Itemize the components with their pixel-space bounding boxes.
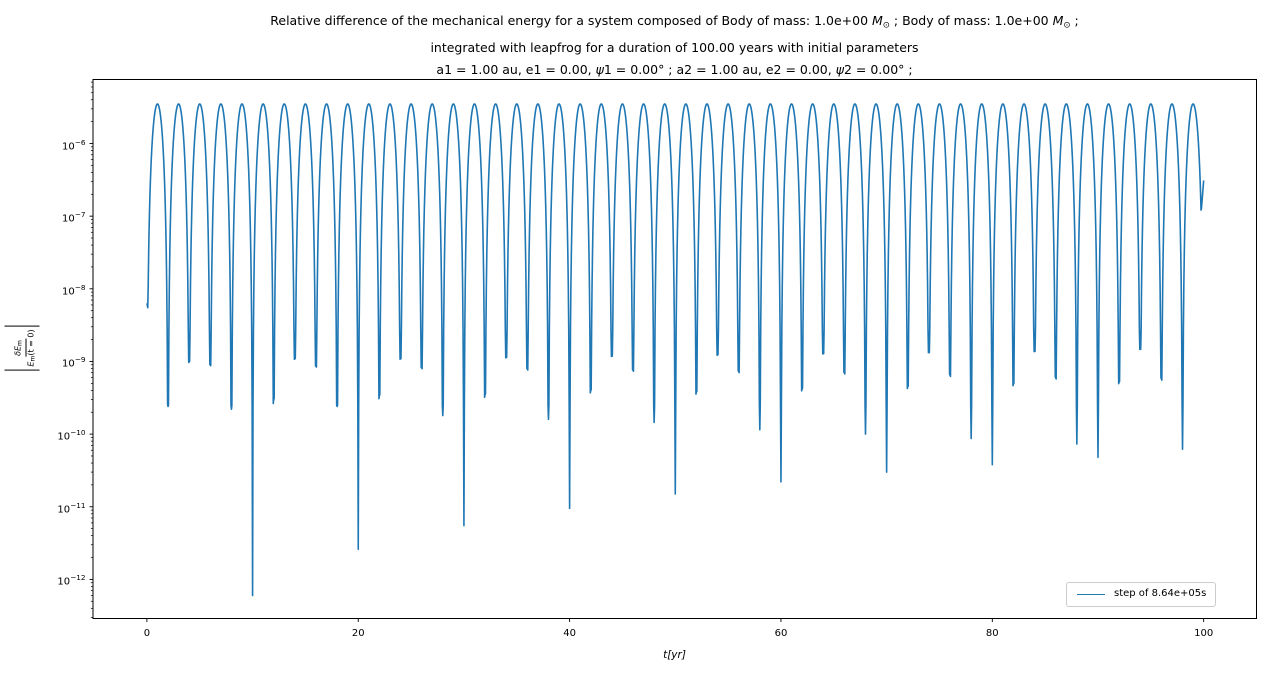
y-tick-label: 10−9 <box>62 355 86 370</box>
y-tick-label: 10−12 <box>57 573 86 588</box>
mass-symbol: M <box>1052 13 1064 28</box>
legend-label: step of 8.64e+05s <box>1114 588 1207 599</box>
subscript-m: m <box>29 355 37 362</box>
ylabel-numerator: δEm <box>13 339 27 357</box>
title-text: 2 = 0.00° ; <box>843 62 913 78</box>
legend: step of 8.64e+05s <box>1066 582 1217 607</box>
x-tick-label: 40 <box>563 628 576 639</box>
y-tick-label: 10−6 <box>62 137 86 152</box>
chart-title-line-3: a1 = 1.00 au, e1 = 0.00, ψ1 = 0.00° ; a2… <box>93 59 1256 81</box>
x-axis-label: t[yr] <box>663 649 686 661</box>
x-tick-label: 100 <box>1194 628 1214 639</box>
energy-curve <box>146 103 1205 597</box>
x-tick-label: 20 <box>351 628 365 639</box>
subscript-m: m <box>16 340 24 346</box>
ylabel-denominator: Em(t = 0) <box>27 329 39 366</box>
y-tick-label: 10−10 <box>57 428 86 443</box>
psi-symbol: ψ <box>595 62 604 78</box>
axes-frame <box>92 79 1257 619</box>
x-tick-label: 80 <box>985 628 999 639</box>
absolute-value-bars: δEm Em(t = 0) <box>4 325 40 371</box>
y-tick-label: 10−8 <box>62 282 86 298</box>
y-tick-label: 10−7 <box>62 210 86 225</box>
y-axis-label: δEm Em(t = 0) <box>4 325 40 371</box>
mass-symbol: M <box>872 13 883 28</box>
x-tick-label: 0 <box>143 628 151 639</box>
delta-E: δE <box>13 345 23 356</box>
E: E <box>26 361 36 367</box>
x-tick-label: 60 <box>774 628 788 639</box>
chart-title-line-1: Relative difference of the mechanical en… <box>93 10 1256 37</box>
ylabel-fraction: δEm Em(t = 0) <box>13 329 39 367</box>
legend-line-swatch <box>1077 593 1105 595</box>
title-text: ; Body of mass: 1.0e+00 <box>889 13 1053 28</box>
title-text: Relative difference of the mechanical en… <box>270 13 872 28</box>
title-text: ; <box>1070 13 1079 28</box>
sun-symbol: ⊙ <box>1063 20 1071 31</box>
chart-title-line-2: integrated with leapfrog for a duration … <box>430 39 919 55</box>
title-text: a1 = 1.00 au, e1 = 0.00, <box>436 62 596 78</box>
y-tick-label: 10−11 <box>57 500 86 516</box>
title-text: 1 = 0.00° ; a2 = 1.00 au, e2 = 0.00, <box>603 62 836 78</box>
sun-symbol: ⊙ <box>882 20 890 31</box>
chart-title: Relative difference of the mechanical en… <box>93 10 1256 82</box>
psi-symbol: ψ <box>835 62 844 78</box>
t-equals-zero: (t = 0) <box>26 329 36 356</box>
